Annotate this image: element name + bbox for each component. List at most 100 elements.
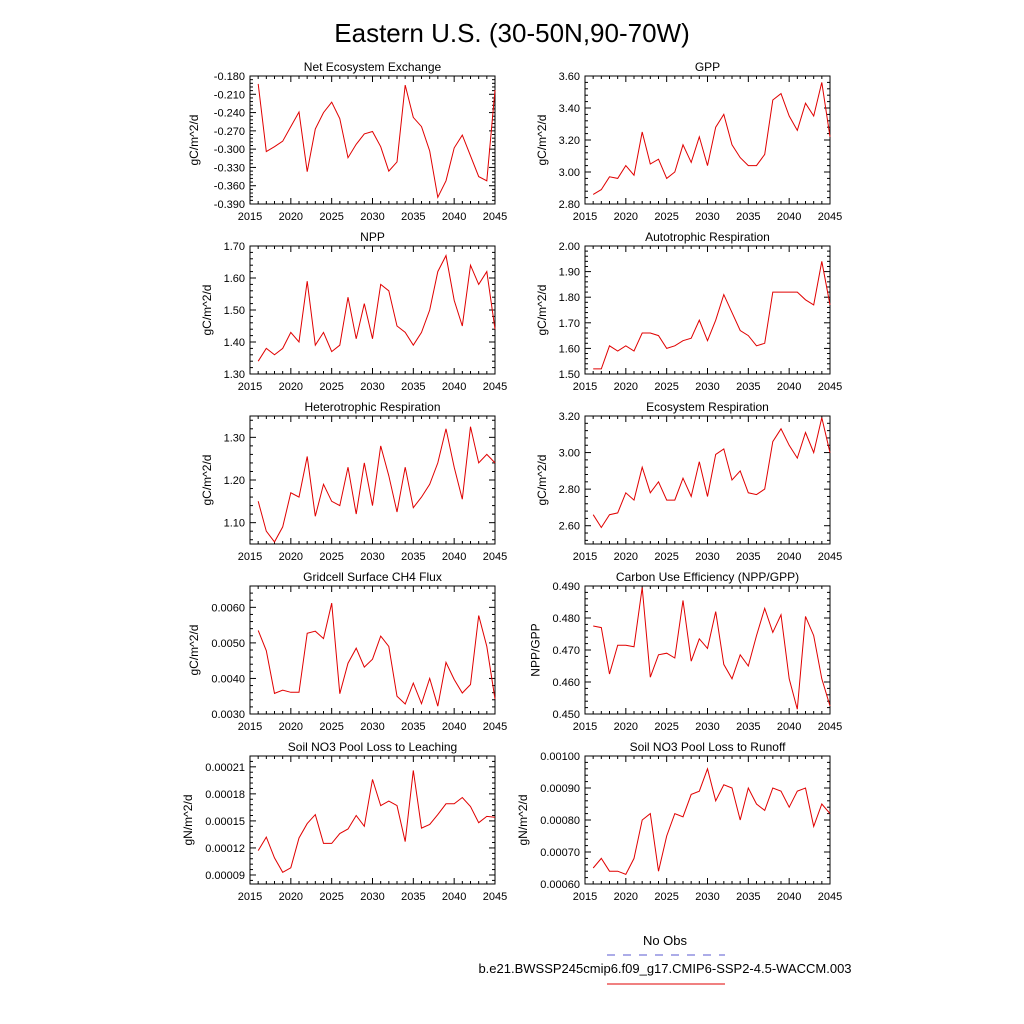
x-tick-label: 2025: [319, 721, 343, 733]
y-tick-label: 0.0040: [211, 673, 245, 685]
y-axis-label: gN/m^2/d: [516, 795, 530, 846]
x-tick-label: 2040: [442, 551, 466, 563]
x-tick-label: 2035: [401, 211, 425, 223]
x-tick-label: 2025: [654, 551, 678, 563]
y-tick-label: 2.80: [559, 484, 580, 496]
x-tick-label: 2020: [614, 891, 638, 903]
panel-gridcell-surface-ch4-flux: Gridcell Surface CH4 Flux 2015 2020 2025 203…: [187, 570, 507, 733]
x-tick-label: 2045: [483, 891, 507, 903]
y-tick-label: 0.00015: [205, 816, 245, 828]
plot-frame: [249, 755, 496, 885]
x-tick-label: 2030: [695, 721, 719, 733]
plot-frame: [584, 755, 831, 885]
panel-autotrophic-respiration: Autotrophic Respiration 2015 2020 2025 2030 2…: [535, 230, 842, 393]
y-tick-label: -0.270: [214, 126, 245, 138]
x-tick-label: 2020: [279, 551, 303, 563]
x-tick-label: 2045: [818, 891, 842, 903]
x-tick-label: 2035: [736, 551, 760, 563]
y-tick-label: 0.00100: [540, 751, 580, 763]
y-tick-label: 0.00021: [205, 762, 245, 774]
panel-title: NPP: [360, 230, 385, 244]
plot-frame: [249, 585, 496, 715]
panel-gpp: GPP 2015 2020 2025 2030 2035 2040 2045 2.80 3.00 3…: [535, 60, 842, 223]
y-tick-label: -0.360: [214, 181, 245, 193]
x-tick-label: 2045: [818, 211, 842, 223]
x-tick-label: 2035: [736, 381, 760, 393]
x-tick-label: 2025: [319, 551, 343, 563]
x-tick-label: 2020: [279, 891, 303, 903]
panel-title: Net Ecosystem Exchange: [304, 60, 442, 74]
series-line: [593, 261, 831, 370]
x-tick-label: 2025: [319, 211, 343, 223]
panel-title: Soil NO3 Pool Loss to Runoff: [630, 740, 787, 754]
y-tick-label: -0.210: [214, 89, 245, 101]
y-tick-label: 1.80: [559, 292, 580, 304]
x-tick-label: 2015: [238, 721, 262, 733]
x-tick-label: 2040: [777, 891, 801, 903]
x-tick-label: 2015: [573, 381, 597, 393]
y-tick-label: 1.50: [224, 305, 245, 317]
plot-frame: [584, 245, 831, 375]
x-tick-label: 2030: [695, 381, 719, 393]
y-tick-label: 1.50: [559, 369, 580, 381]
y-tick-label: 1.40: [224, 337, 245, 349]
y-tick-label: 0.450: [552, 709, 580, 721]
x-tick-label: 2015: [238, 211, 262, 223]
y-axis-label: gC/m^2/d: [200, 455, 214, 506]
panels: Net Ecosystem Exchange 2015 2020 2025 2030 20…: [181, 60, 842, 903]
x-tick-label: 2025: [654, 381, 678, 393]
panel-title: Ecosystem Respiration: [646, 400, 769, 414]
x-tick-label: 2025: [654, 211, 678, 223]
y-tick-label: 0.00009: [205, 870, 245, 882]
x-tick-label: 2025: [654, 891, 678, 903]
legend: No Obs b.e21.BWSSP245cmip6.f09_g17.CMIP6…: [478, 933, 852, 985]
y-tick-label: 3.20: [559, 411, 580, 423]
y-axis-label: gC/m^2/d: [535, 455, 549, 506]
y-tick-label: 1.30: [224, 432, 245, 444]
legend-model-label: b.e21.BWSSP245cmip6.f09_g17.CMIP6-SSP2-4…: [478, 961, 851, 976]
x-tick-label: 2040: [777, 721, 801, 733]
y-tick-label: 0.480: [552, 613, 580, 625]
y-tick-label: 0.0030: [211, 709, 245, 721]
x-tick-label: 2040: [442, 381, 466, 393]
y-tick-label: 1.70: [224, 241, 245, 253]
series-line: [257, 83, 496, 199]
x-tick-label: 2035: [736, 211, 760, 223]
x-tick-label: 2025: [319, 381, 343, 393]
series-line: [257, 254, 496, 362]
y-axis-label: NPP/GPP: [529, 623, 543, 676]
series-line: [592, 82, 831, 195]
x-tick-label: 2020: [614, 211, 638, 223]
y-tick-label: 2.80: [559, 199, 580, 211]
x-tick-label: 2045: [483, 721, 507, 733]
x-tick-label: 2045: [818, 551, 842, 563]
x-tick-label: 2025: [654, 721, 678, 733]
plot-frame: [249, 415, 496, 545]
series-line: [257, 770, 496, 873]
y-axis-label: gC/m^2/d: [187, 625, 201, 676]
panel-title: Autotrophic Respiration: [645, 230, 770, 244]
panel-title: Soil NO3 Pool Loss to Leaching: [288, 740, 457, 754]
x-tick-label: 2040: [777, 211, 801, 223]
x-tick-label: 2025: [319, 891, 343, 903]
series-line: [593, 587, 831, 710]
x-tick-label: 2015: [238, 891, 262, 903]
x-tick-label: 2030: [360, 211, 384, 223]
y-tick-label: 0.490: [552, 581, 580, 593]
y-axis-label: gC/m^2/d: [187, 115, 201, 166]
plot-frame: [584, 75, 831, 205]
legend-obs-label: No Obs: [643, 933, 688, 948]
y-tick-label: 0.00012: [205, 843, 245, 855]
y-tick-label: 3.60: [559, 71, 580, 83]
y-tick-label: 0.00070: [540, 847, 580, 859]
y-tick-label: 1.30: [224, 369, 245, 381]
panel-npp: NPP 2015 2020 2025 2030 2035 2040 2045 1.30 1.40 1…: [200, 230, 507, 393]
x-tick-label: 2035: [736, 721, 760, 733]
y-tick-label: -0.180: [214, 71, 245, 83]
panel-heterotrophic-respiration: Heterotrophic Respiration 2015 2020 2025 203…: [200, 400, 507, 563]
y-tick-label: 1.60: [224, 273, 245, 285]
y-axis-label: gC/m^2/d: [535, 115, 549, 166]
x-tick-label: 2040: [777, 381, 801, 393]
x-tick-label: 2030: [695, 891, 719, 903]
